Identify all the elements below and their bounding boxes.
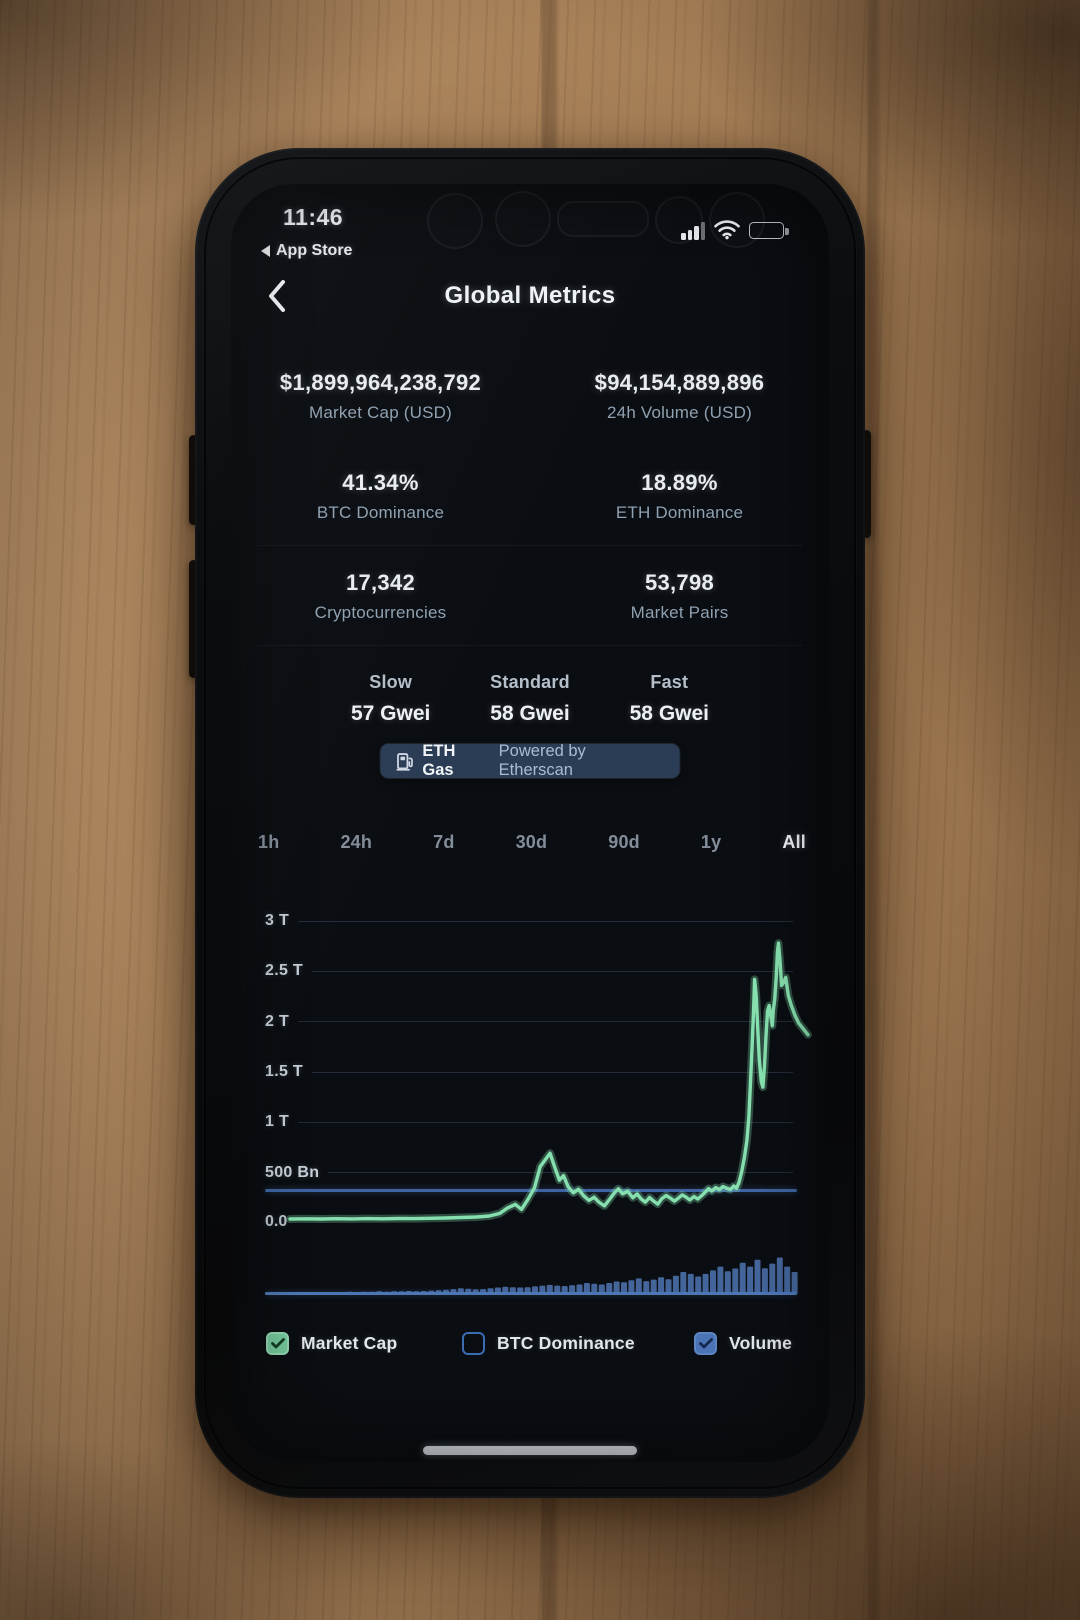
y-tick-label: 1 T: [265, 1113, 290, 1131]
page-title: Global Metrics: [444, 282, 616, 309]
legend-label: BTC Dominance: [497, 1333, 635, 1353]
y-tick-label: 500 Bn: [265, 1163, 320, 1181]
y-gridline-row: 2.5 T: [265, 961, 793, 981]
legend-label: Volume: [729, 1333, 793, 1353]
market-cap-line: [286, 939, 812, 1223]
gas-tier-value: 57 Gwei: [350, 702, 431, 725]
back-to-app-label: App Store: [276, 242, 353, 259]
camera-reflection-icon: [495, 191, 551, 247]
stat-label: ETH Dominance: [615, 503, 744, 522]
stat-btc-dominance: 41.34% BTC Dominance: [231, 470, 530, 523]
stat-value: 18.89%: [641, 470, 718, 495]
y-gridline-row: 1.5 T: [265, 1062, 793, 1082]
checkbox-checked-icon[interactable]: [694, 1332, 717, 1355]
market-cap-chart[interactable]: 3 T 2.5 T 2 T 1.5 T 1 T 500 Bn 0.0: [251, 904, 812, 1304]
wifi-icon: [714, 220, 740, 240]
y-tick-label: 1.5 T: [265, 1063, 303, 1080]
reference-line: [265, 1189, 797, 1192]
powered-by-label: Powered by Etherscan: [498, 742, 586, 779]
divider: [257, 645, 803, 646]
gridline: [328, 1172, 793, 1174]
status-icons: [681, 220, 789, 240]
gridline: [298, 1021, 793, 1023]
screen: 11:46 App Store Gl: [231, 184, 829, 1462]
eth-gas-label: ETH Gas: [422, 742, 456, 779]
gas-tier-slow: Slow 57 Gwei: [321, 672, 460, 726]
y-tick-label: 2 T: [265, 1012, 290, 1030]
stat-market-pairs: 53,798 Market Pairs: [530, 570, 829, 623]
gridline: [311, 970, 793, 972]
cellular-signal-icon: [681, 222, 705, 240]
stat-cryptocurrencies: 17,342 Cryptocurrencies: [231, 570, 530, 623]
home-indicator[interactable]: [423, 1446, 637, 1455]
y-gridline-row: 1 T: [265, 1112, 793, 1132]
legend-label: Market Cap: [301, 1333, 398, 1353]
stat-value: 41.34%: [342, 470, 419, 495]
y-gridline-row: 3 T: [265, 911, 793, 931]
checkbox-unchecked-icon[interactable]: [462, 1332, 485, 1355]
volume-down-button[interactable]: [189, 560, 198, 678]
gas-tier-value: 58 Gwei: [629, 702, 710, 725]
power-button[interactable]: [862, 430, 871, 538]
y-zero-label: 0.0: [265, 1213, 288, 1230]
range-tabs: 1h 24h 7d 30d 90d 1y All: [258, 832, 806, 853]
legend-item-volume[interactable]: Volume: [694, 1332, 792, 1355]
status-time: 11:46: [283, 204, 344, 230]
range-tab-30d[interactable]: 30d: [515, 832, 548, 852]
stat-value: 53,798: [644, 570, 715, 595]
range-tab-24h[interactable]: 24h: [340, 832, 373, 852]
range-tab-1h[interactable]: 1h: [258, 832, 280, 852]
gas-tier-standard: Standard 58 Gwei: [460, 672, 599, 726]
gas-tier-label: Slow: [369, 672, 413, 692]
y-gridline-row: 500 Bn: [265, 1163, 793, 1183]
speaker-reflection-icon: [557, 201, 649, 237]
legend-item-market-cap[interactable]: Market Cap: [266, 1332, 397, 1355]
phone: 11:46 App Store Gl: [195, 148, 865, 1498]
range-tab-1y[interactable]: 1y: [700, 832, 722, 852]
fuel-pump-icon: [396, 752, 413, 771]
volume-up-button[interactable]: [189, 435, 198, 525]
y-tick-label: 3 T: [265, 912, 290, 929]
back-to-app-link[interactable]: App Store: [261, 242, 352, 260]
stat-label: Market Pairs: [630, 603, 729, 622]
back-button[interactable]: [267, 279, 287, 318]
stat-eth-dominance: 18.89% ETH Dominance: [530, 470, 829, 523]
stat-label: BTC Dominance: [316, 503, 445, 522]
eth-gas-button[interactable]: ETH Gas Powered by Etherscan: [380, 742, 680, 779]
camera-reflection-icon: [427, 193, 483, 249]
volume-bars: [265, 1257, 798, 1294]
gas-tier-label: Fast: [650, 672, 689, 692]
stat-24h-volume: $94,154,889,896 24h Volume (USD): [530, 370, 829, 423]
range-tab-7d[interactable]: 7d: [433, 832, 455, 852]
volume-baseline: [265, 1292, 797, 1295]
gridline: [311, 1071, 793, 1073]
stat-market-cap: $1,899,964,238,792 Market Cap (USD): [231, 370, 530, 423]
gridline: [298, 920, 793, 922]
stat-value: $94,154,889,896: [594, 370, 765, 395]
gas-tier-fast: Fast 58 Gwei: [600, 672, 739, 726]
gas-tier-value: 58 Gwei: [490, 702, 570, 725]
back-to-app-icon: [261, 245, 270, 257]
range-tab-all[interactable]: All: [782, 832, 806, 852]
legend-item-btc-dominance[interactable]: BTC Dominance: [462, 1332, 635, 1355]
battery-icon: [749, 222, 789, 239]
camera-reflection-icon: [709, 192, 765, 248]
divider: [257, 545, 803, 546]
gas-tier-label: Standard: [490, 672, 570, 692]
y-tick-label: 2.5 T: [265, 962, 303, 980]
y-gridline-row: 2 T: [265, 1012, 793, 1032]
checkbox-checked-icon[interactable]: [266, 1332, 289, 1355]
camera-reflection-icon: [655, 196, 703, 244]
stat-value: 17,342: [345, 570, 416, 595]
stat-label: Cryptocurrencies: [314, 603, 447, 622]
range-tab-90d[interactable]: 90d: [608, 832, 640, 852]
stat-label: 24h Volume (USD): [607, 403, 752, 422]
stat-value: $1,899,964,238,792: [279, 370, 482, 395]
stat-label: Market Cap (USD): [308, 403, 452, 422]
gridline: [298, 1121, 793, 1123]
